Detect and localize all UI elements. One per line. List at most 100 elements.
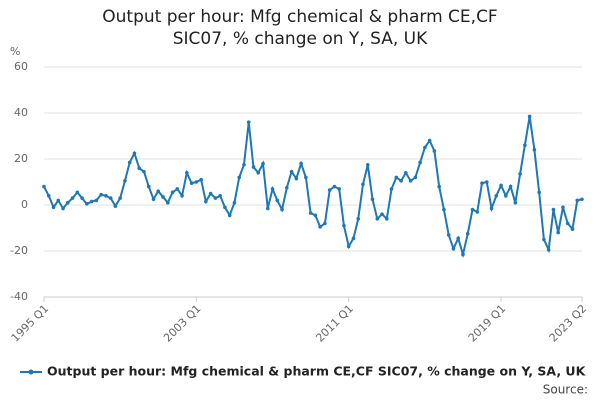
point [508, 184, 513, 189]
point [480, 181, 484, 185]
point [94, 198, 99, 203]
y-tick-label: 40 [14, 106, 28, 119]
point [437, 184, 441, 189]
point [270, 187, 275, 191]
point [323, 221, 327, 226]
y-tick-label: 60 [14, 60, 28, 73]
point [161, 195, 165, 199]
point [404, 171, 408, 175]
point [299, 161, 303, 166]
point [275, 198, 280, 203]
point [475, 210, 480, 214]
y-tick-label: 20 [14, 152, 28, 165]
point [118, 196, 122, 200]
point [180, 194, 184, 198]
x-tick-label: 2011 Q1 [313, 302, 356, 345]
point [494, 194, 499, 198]
point [61, 206, 65, 211]
y-axis-label: % [10, 45, 20, 58]
y-tick-label: 0 [21, 198, 28, 211]
point [432, 149, 437, 153]
point [365, 162, 370, 167]
chart-title: Output per hour: Mfg chemical & pharm CE… [102, 7, 498, 49]
point [313, 213, 318, 218]
point [423, 145, 427, 150]
point [227, 213, 232, 218]
point [542, 237, 546, 242]
point [418, 160, 422, 165]
point [175, 187, 180, 191]
point [399, 179, 403, 183]
point [208, 191, 213, 196]
point [513, 200, 518, 205]
point [580, 197, 584, 202]
point [561, 205, 565, 210]
point [527, 114, 532, 119]
point [470, 207, 475, 212]
legend-label: Output per hour: Mfg chemical & pharm CE… [47, 364, 587, 379]
point [442, 207, 446, 212]
point [189, 181, 194, 185]
point [70, 196, 75, 200]
point [42, 184, 46, 189]
point [427, 138, 432, 143]
point [151, 197, 156, 202]
x-tick-label: 2019 Q1 [466, 302, 509, 345]
point [89, 199, 94, 204]
point [532, 148, 537, 152]
legend-marker [28, 369, 34, 375]
point [232, 200, 237, 205]
point [199, 177, 203, 182]
point [570, 227, 575, 231]
y-tick-label: -20 [10, 244, 28, 257]
point [499, 183, 503, 188]
point [308, 211, 313, 215]
point [218, 194, 222, 198]
point [265, 206, 270, 211]
point [185, 171, 189, 175]
point [242, 162, 246, 167]
point [165, 200, 170, 205]
point [127, 160, 132, 165]
point [370, 197, 375, 202]
point [537, 190, 541, 195]
point [132, 151, 137, 156]
point [56, 198, 61, 203]
point [556, 230, 560, 235]
point [446, 233, 451, 237]
point [46, 194, 51, 198]
point [156, 189, 161, 193]
point [80, 196, 84, 200]
point [113, 204, 118, 208]
point [465, 231, 470, 236]
point [565, 221, 570, 226]
x-tick-label: 1995 Q1 [9, 302, 52, 345]
point [523, 143, 527, 147]
point [142, 169, 146, 174]
point [170, 190, 175, 195]
point [251, 165, 256, 169]
point [575, 198, 580, 203]
point [223, 205, 227, 210]
point [518, 172, 522, 176]
point [51, 205, 56, 210]
point [484, 180, 489, 184]
point [246, 120, 251, 124]
point [380, 212, 384, 216]
point [408, 179, 413, 183]
point [461, 252, 465, 257]
point [108, 196, 113, 200]
point [237, 175, 242, 180]
source: Source: [543, 383, 588, 397]
point [204, 199, 208, 204]
y-tick-label: -40 [10, 290, 28, 303]
point [456, 236, 461, 241]
point [304, 175, 308, 180]
point [346, 244, 351, 249]
point [294, 176, 299, 181]
point [375, 217, 380, 221]
point [337, 187, 341, 191]
point [285, 185, 289, 190]
